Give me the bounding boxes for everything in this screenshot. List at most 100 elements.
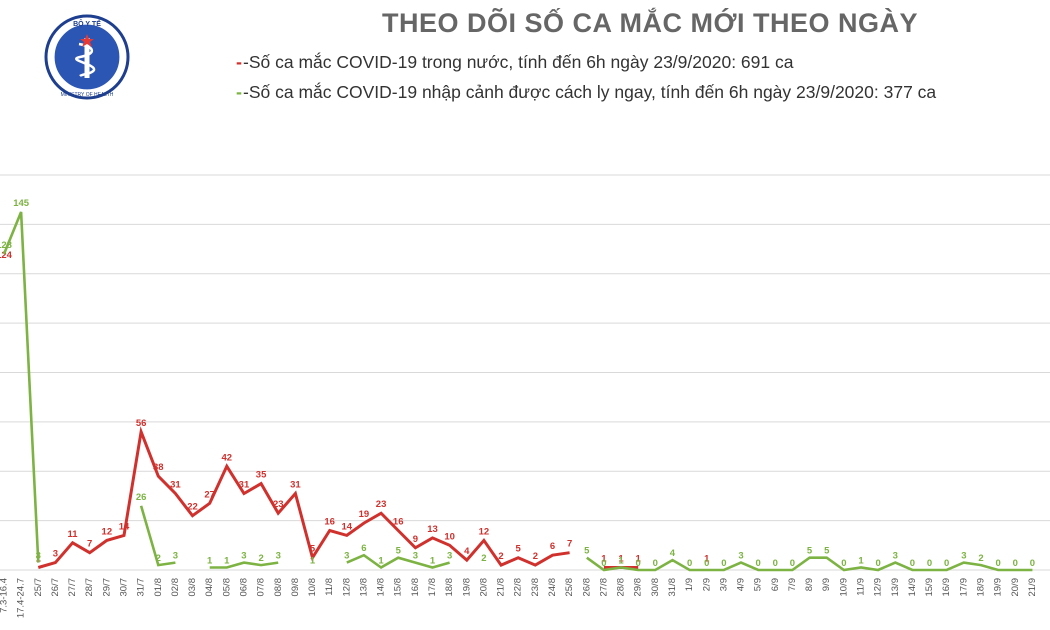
data-label: 0 [653,558,658,569]
data-label: 3 [738,551,743,562]
data-label: 2 [533,551,538,562]
data-label: 12 [479,526,490,537]
x-tick-label: 09/8 [290,578,301,597]
x-tick-label: 7/9 [787,578,798,591]
data-label: 0 [636,558,641,569]
data-label: 27 [204,489,215,500]
chart-title: THEO DÕI SỐ CA MẮC MỚI THEO NGÀY [381,8,919,38]
data-label: 3 [413,551,418,562]
x-tick-label: 03/8 [187,578,198,597]
x-tick-label: 29/7 [101,578,112,597]
x-tick-label: 9/9 [821,578,832,591]
series-line-domestic [37,426,570,569]
x-tick-label: 1/9 [684,578,695,591]
x-tick-label: 18/8 [444,578,455,597]
x-tick-label: 22/8 [513,578,524,597]
x-tick-label: 10/9 [838,578,849,597]
x-tick-label: 25/8 [564,578,575,597]
data-label: 5 [584,546,590,557]
data-label: 1 [310,556,316,567]
x-tick-label: 8/9 [804,578,815,591]
data-label: 16 [324,517,335,528]
data-label: 0 [721,558,726,569]
data-label: 0 [1013,558,1018,569]
x-tick-label: 21/9 [1027,578,1038,597]
data-label: 3 [344,551,349,562]
x-tick-label: 13/9 [890,578,901,597]
data-label: 0 [773,558,778,569]
legend-entry-imported: --Số ca mắc COVID-19 nhập cảnh được cách… [236,82,936,103]
series-line-imported [209,561,279,569]
series-line-imported [346,553,450,570]
x-tick-label: 21/8 [496,578,507,597]
data-label: 3 [36,551,41,562]
data-label: 3 [241,551,246,562]
x-tick-label: 17/8 [427,578,438,597]
data-label: 31 [170,479,181,490]
data-label: 5 [807,546,813,557]
x-tick-label: 20/9 [1010,578,1021,597]
data-label: 3 [173,551,178,562]
x-tick-label: 19/9 [993,578,1004,597]
x-tick-label: 04/8 [204,578,215,597]
legend-entry-domestic: --Số ca mắc COVID-19 trong nước, tính đế… [236,52,793,73]
x-tick-label: 05/8 [221,578,232,597]
series-line-imported [2,211,40,563]
data-label: 23 [273,499,284,510]
data-label: 2 [258,553,263,564]
data-label: 23 [376,499,387,510]
data-label: 3 [961,551,966,562]
x-tick-label: 6/9 [770,578,781,591]
data-label: 31 [290,479,301,490]
data-label: 1 [378,556,384,567]
x-tick-label: 13/8 [358,578,369,597]
data-label: 19 [359,509,370,520]
data-label: 2 [481,553,486,564]
x-tick-label: 28/8 [616,578,627,597]
data-label: 31 [239,479,250,490]
x-tick-label: 26/8 [581,578,592,597]
x-tick-label: 26/7 [50,578,61,597]
data-label: 35 [256,470,267,481]
data-label: 1 [858,556,864,567]
x-tick-label: 17.4-24.7 [16,578,27,618]
data-label: 26 [136,492,147,503]
data-label: 14 [342,521,353,532]
data-label: 0 [995,558,1000,569]
data-label: 124 [0,250,13,261]
x-tick-label: 20/8 [478,578,489,597]
x-tick-label: 15/8 [393,578,404,597]
x-tick-label: 3/9 [718,578,729,591]
data-label: 5 [516,544,522,555]
x-tick-label: 15/9 [924,578,935,597]
data-label: 1 [224,556,230,567]
x-tick-label: 11/9 [856,578,867,596]
data-label: 3 [53,549,58,560]
ministry-of-health-logo-icon: BỘ Y TẾ MINISTRY OF HEALTH [44,14,130,100]
x-tick-label: 18/9 [975,578,986,597]
x-tick-label: 16/8 [410,578,421,597]
data-label: 13 [427,524,438,535]
data-label: 0 [910,558,915,569]
data-label: 7 [87,539,92,550]
data-label: 0 [704,558,709,569]
data-label: 0 [944,558,949,569]
x-tick-label: 24/8 [547,578,558,597]
x-tick-label: 28/7 [84,578,95,597]
data-label: 5 [824,546,830,557]
data-label: 0 [790,558,795,569]
data-label: 38 [153,462,164,473]
series-line-imported [586,556,1033,572]
x-tick-label: 31/7 [136,578,147,597]
data-label: 0 [601,558,606,569]
legend-marker-domestic: - [236,52,242,72]
data-label: 0 [875,558,880,569]
x-tick-label: 12/8 [341,578,352,597]
data-label: 1 [430,556,436,567]
data-label: 1 [704,554,710,565]
x-tick-label: 06/8 [238,578,249,597]
data-label: 128 [0,240,12,251]
data-label: 4 [670,548,676,559]
data-label: 0 [841,558,846,569]
data-label: 0 [1030,558,1035,569]
